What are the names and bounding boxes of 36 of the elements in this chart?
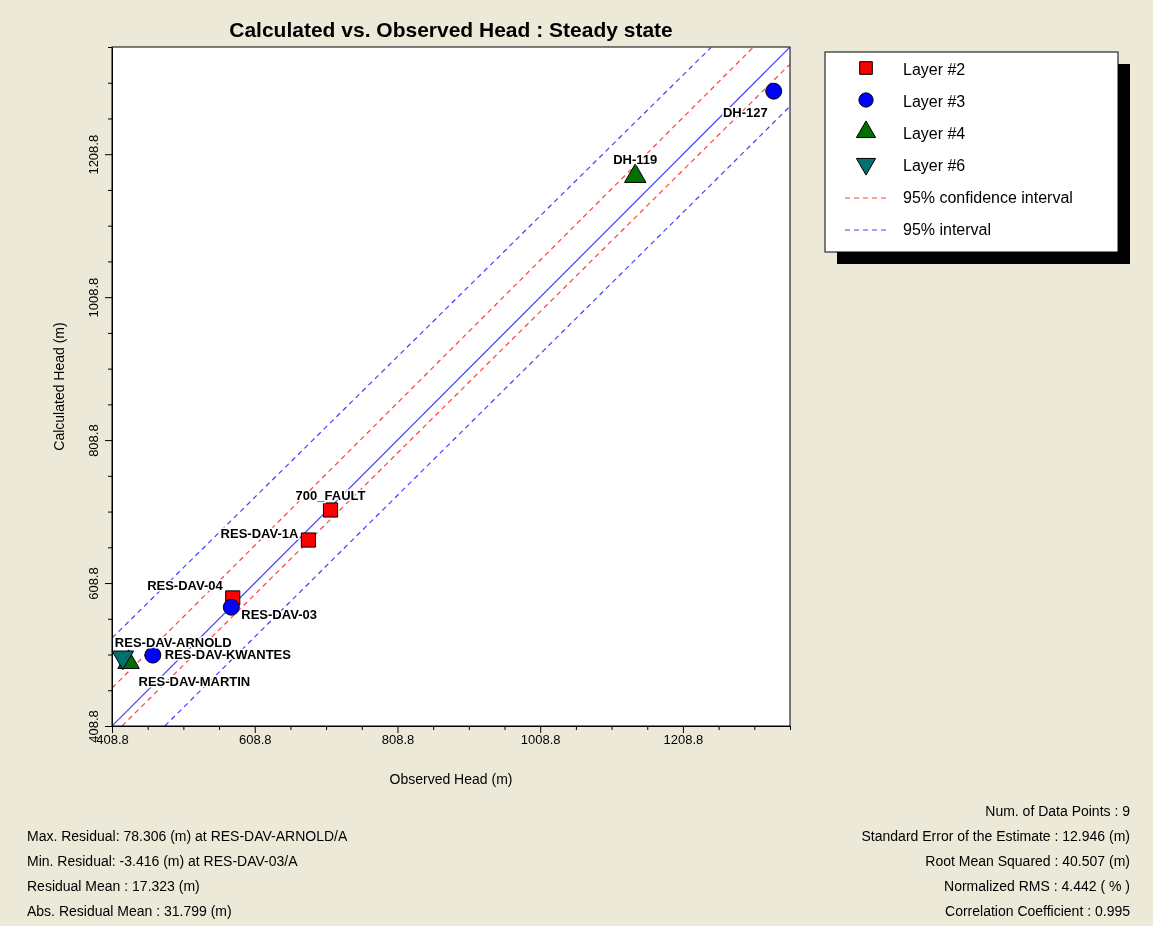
y-tick-label: 1008.8 [86, 277, 101, 318]
text: Normalized RMS : 4.442 ( % ) [944, 878, 1130, 894]
legend-label: 95% interval [903, 221, 992, 238]
annotation: DH-127 [722, 105, 768, 121]
legend-label: Layer #4 [903, 125, 966, 142]
text: Min. Residual: -3.416 (m) at RES-DAV-03/A [27, 853, 299, 869]
annotation: DH-119 [613, 152, 658, 168]
y-tick-label: 1208.8 [86, 134, 101, 175]
text: Residual Mean : 17.323 (m) [27, 878, 200, 894]
legend-label: 95% confidence interval [903, 189, 1073, 206]
annotation: RES-DAV-1A [220, 526, 300, 542]
text: Root Mean Squared : 40.507 (m) [925, 853, 1130, 869]
point [300, 532, 316, 548]
y-tick-label: 808.8 [86, 424, 101, 457]
x-tick-label: 1008.8 [520, 732, 561, 748]
x-axis-title: Observed Head (m) [389, 771, 513, 787]
text: Abs. Residual Mean : 31.799 (m) [27, 903, 232, 919]
point [765, 82, 783, 100]
text: Standard Error of the Estimate : 12.946 (m) [861, 828, 1130, 844]
text: Max. Residual: 78.306 (m) at RES-DAV-ARNOLD/A [27, 828, 348, 844]
legend-label: Layer #6 [903, 157, 966, 174]
text: Num. of Data Points : 9 [985, 803, 1131, 819]
point [144, 646, 162, 664]
annotation: RES-DAV-04 [147, 577, 224, 593]
x-tick-label: 608.8 [238, 732, 272, 748]
y-tick-label: 608.8 [86, 567, 101, 600]
y-axis-title: Calculated Head (m) [51, 322, 67, 451]
text: Correlation Coefficient : 0.995 [945, 903, 1131, 919]
annotation: RES-DAV-03 [241, 607, 317, 623]
point [322, 502, 339, 518]
x-tick-label: 1208.8 [663, 732, 704, 748]
x-tick-label: 808.8 [381, 732, 415, 748]
legend-label: Layer #2 [903, 61, 966, 78]
chart-title: Calculated vs. Observed Head : Steady state [229, 18, 673, 41]
legend-label: Layer #3 [903, 93, 966, 110]
point [222, 598, 240, 616]
